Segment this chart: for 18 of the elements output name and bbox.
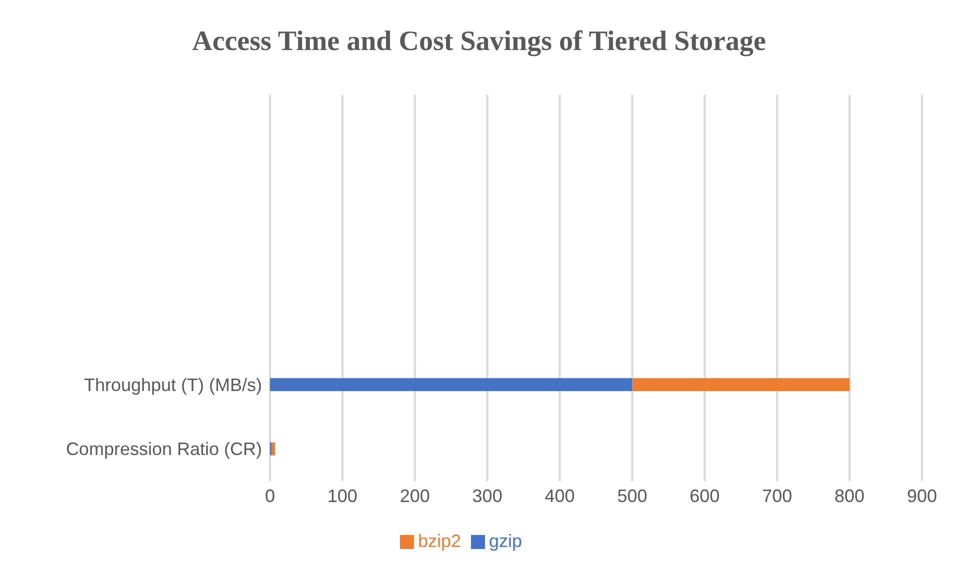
x-tick-label: 800 [834,486,865,506]
bar [632,378,850,392]
x-tick-label: 0 [264,486,276,506]
x-tick-label: 500 [617,486,648,506]
bar [271,442,276,456]
x-tick-label: 600 [690,486,720,506]
legend-label: gzip [489,531,522,551]
x-tick-label: 900 [906,486,938,506]
x-tick-label: 300 [472,486,502,506]
y-tick-label: Throughput (T) (MB/s) [84,374,262,395]
x-tick-label: 100 [327,486,358,506]
bar [270,378,632,392]
legend-label: bzip2 [418,531,461,551]
y-tick-label: Compression Ratio (CR) [66,439,262,460]
x-tick-label: 700 [762,486,792,506]
x-tick-label: 200 [400,486,430,506]
x-tick-label: 400 [544,486,575,506]
chart-title: Access Time and Cost Savings of Tiered Storage [191,26,767,58]
